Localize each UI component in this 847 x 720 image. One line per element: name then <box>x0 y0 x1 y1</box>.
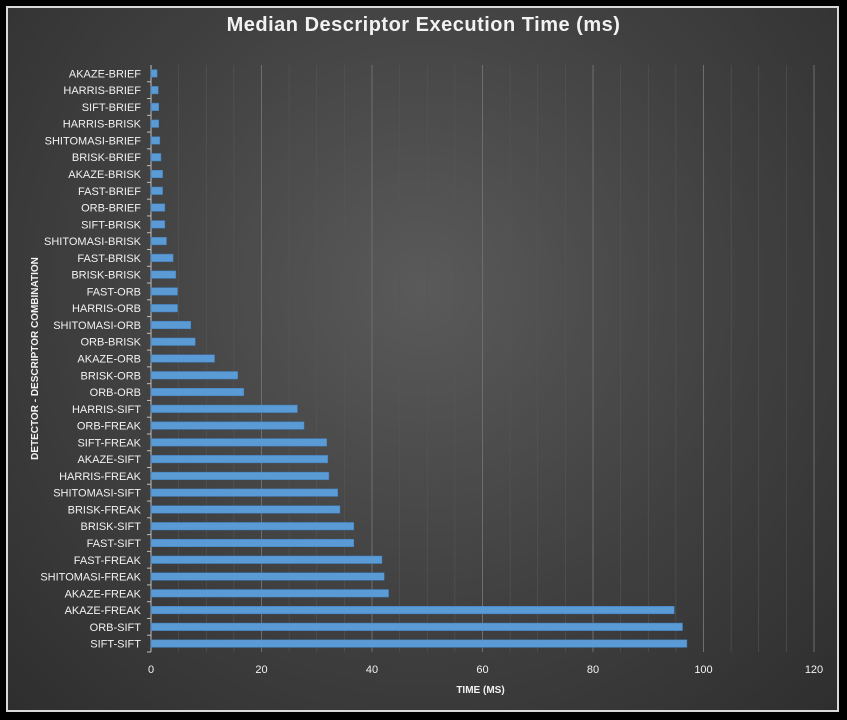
category-label: AKAZE-FREAK <box>65 605 142 617</box>
bar <box>150 589 389 598</box>
bar <box>150 304 178 313</box>
bar <box>150 438 327 447</box>
category-label: FAST-BRIEF <box>78 186 141 198</box>
bar <box>150 522 355 531</box>
bar <box>150 237 167 246</box>
bar <box>150 203 166 212</box>
category-label: SHITOMASI-BRISK <box>44 236 142 248</box>
bar <box>150 572 385 581</box>
category-label: HARRIS-SIFT <box>72 404 141 416</box>
category-label: SIFT-BRIEF <box>82 102 142 114</box>
category-label: HARRIS-BRISK <box>63 119 142 131</box>
bar <box>150 287 178 296</box>
bar <box>150 388 245 397</box>
bar <box>150 606 675 615</box>
category-label: ORB-FREAK <box>77 421 142 433</box>
bar <box>150 505 341 514</box>
x-tick-label: 60 <box>476 664 488 676</box>
category-label: SHITOMASI-ORB <box>53 320 141 332</box>
chart-frame <box>6 6 839 712</box>
category-label: ORB-ORB <box>90 387 141 399</box>
bar <box>150 253 174 262</box>
bar <box>150 639 688 648</box>
x-tick-label: 80 <box>587 664 599 676</box>
category-label: FAST-FREAK <box>74 555 142 567</box>
chart-title: Median Descriptor Execution Time (ms) <box>226 14 621 36</box>
bar <box>150 354 215 363</box>
category-label: SIFT-SIFT <box>90 639 141 651</box>
category-label: ORB-BRIEF <box>81 203 141 215</box>
category-label: AKAZE-BRISK <box>68 169 141 181</box>
bar <box>150 153 162 162</box>
bar <box>150 337 196 346</box>
bar <box>150 119 159 128</box>
y-axis-title: DETECTOR - DESCRIPTOR COMBINATION <box>30 257 41 460</box>
bar <box>150 102 159 111</box>
bar <box>150 488 338 497</box>
x-tick-label: 0 <box>148 664 154 676</box>
category-label: SHITOMASI-SIFT <box>53 488 141 500</box>
bar <box>150 421 305 430</box>
category-label: BRISK-BRISK <box>71 270 141 282</box>
x-tick-label: 40 <box>366 664 378 676</box>
bar <box>150 371 238 380</box>
category-label: BRISK-FREAK <box>68 504 142 516</box>
category-label: SHITOMASI-FREAK <box>40 572 141 584</box>
x-tick-label: 20 <box>255 664 267 676</box>
category-label: ORB-SIFT <box>90 622 142 634</box>
category-label: BRISK-SIFT <box>80 521 141 533</box>
bar <box>150 86 159 95</box>
category-label: FAST-SIFT <box>87 538 142 550</box>
category-label: HARRIS-BRIEF <box>63 85 141 97</box>
category-label: BRISK-ORB <box>80 370 141 382</box>
bar <box>150 186 163 195</box>
x-tick-label: 100 <box>694 664 712 676</box>
category-label: AKAZE-BRIEF <box>69 68 141 80</box>
bar <box>150 270 177 279</box>
bar <box>150 404 298 413</box>
category-label: AKAZE-ORB <box>77 354 141 366</box>
bar <box>150 136 161 145</box>
bar <box>150 471 330 480</box>
category-label: SHITOMASI-BRIEF <box>45 135 142 147</box>
category-label: ORB-BRISK <box>80 337 141 349</box>
category-label: HARRIS-FREAK <box>59 471 142 483</box>
category-label: SIFT-FREAK <box>77 437 141 449</box>
bar <box>150 538 355 548</box>
bar <box>150 169 163 179</box>
category-label: HARRIS-ORB <box>72 303 141 315</box>
category-label: FAST-BRISK <box>77 253 141 265</box>
bar <box>150 555 383 564</box>
bar <box>150 622 683 631</box>
x-tick-label: 120 <box>805 664 823 676</box>
x-axis-title: TIME (MS) <box>456 685 504 696</box>
bar <box>150 320 192 329</box>
bar <box>150 69 158 78</box>
category-label: BRISK-BRIEF <box>72 152 141 164</box>
category-label: AKAZE-FREAK <box>65 588 142 600</box>
category-label: AKAZE-SIFT <box>77 454 141 466</box>
bar <box>150 455 329 464</box>
category-label: SIFT-BRISK <box>81 219 142 231</box>
bar <box>150 220 166 229</box>
category-label: FAST-ORB <box>87 286 141 298</box>
